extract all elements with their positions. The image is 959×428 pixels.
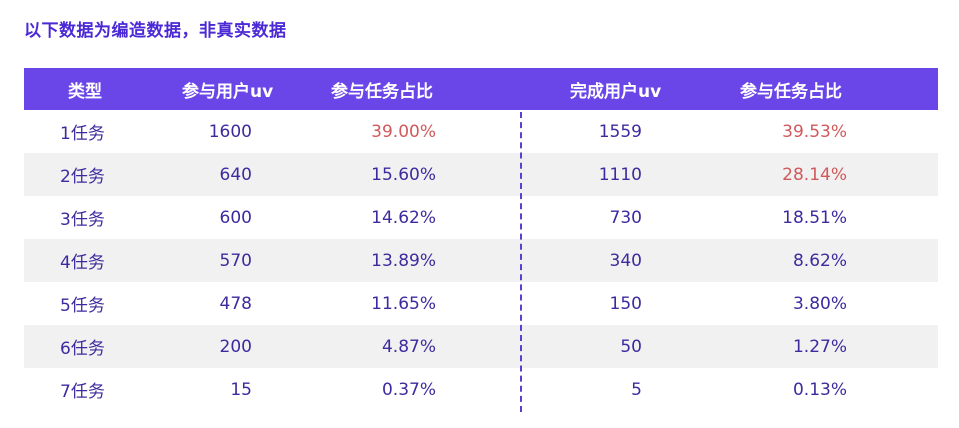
row-participate-uv: 570 <box>219 250 252 271</box>
table-row: 7任务 15 0.37% 5 0.13% <box>24 368 938 411</box>
task-stats-table: 类型 参与用户uv 参与任务占比 完成用户uv 参与任务占比 1任务 1600 … <box>24 68 938 412</box>
row-type: 4任务 <box>60 253 105 273</box>
row-participate-uv: 600 <box>219 207 252 228</box>
row-participate-pct: 39.00% <box>371 121 436 142</box>
row-type: 3任务 <box>60 210 105 230</box>
header-complete-pct: 参与任务占比 <box>740 81 842 102</box>
row-type: 5任务 <box>60 296 105 316</box>
row-participate-uv: 478 <box>219 293 252 314</box>
row-participate-uv: 1600 <box>208 121 252 142</box>
header-complete-uv: 完成用户uv <box>570 81 662 102</box>
row-participate-uv: 640 <box>219 164 252 185</box>
row-complete-pct: 1.27% <box>792 336 847 357</box>
column-divider <box>520 112 522 412</box>
row-complete-uv: 50 <box>620 336 642 357</box>
row-type: 2任务 <box>60 167 105 187</box>
row-complete-uv: 5 <box>631 379 642 400</box>
table-row: 3任务 600 14.62% 730 18.51% <box>24 196 938 239</box>
row-participate-pct: 11.65% <box>371 293 436 314</box>
row-participate-uv: 200 <box>219 336 252 357</box>
table-row: 4任务 570 13.89% 340 8.62% <box>24 239 938 282</box>
header-participate-uv: 参与用户uv <box>182 81 274 102</box>
row-complete-uv: 730 <box>609 207 642 228</box>
header-type: 类型 <box>68 81 102 102</box>
row-complete-uv: 150 <box>609 293 642 314</box>
row-participate-pct: 0.37% <box>381 379 436 400</box>
row-type: 7任务 <box>60 382 105 402</box>
row-complete-pct: 0.13% <box>792 379 847 400</box>
row-complete-uv: 1559 <box>598 121 642 142</box>
row-complete-pct: 28.14% <box>782 164 847 185</box>
table-row: 6任务 200 4.87% 50 1.27% <box>24 325 938 368</box>
row-participate-pct: 4.87% <box>381 336 436 357</box>
table-row: 5任务 478 11.65% 150 3.80% <box>24 282 938 325</box>
disclaimer-note: 以下数据为编造数据，非真实数据 <box>24 21 287 41</box>
row-complete-uv: 1110 <box>598 164 642 185</box>
row-complete-uv: 340 <box>609 250 642 271</box>
table-header-row: 类型 参与用户uv 参与任务占比 完成用户uv 参与任务占比 <box>24 68 938 110</box>
row-participate-uv: 15 <box>230 379 252 400</box>
row-participate-pct: 13.89% <box>371 250 436 271</box>
row-complete-pct: 3.80% <box>792 293 847 314</box>
row-participate-pct: 15.60% <box>371 164 436 185</box>
table-row: 1任务 1600 39.00% 1559 39.53% <box>24 110 938 153</box>
row-participate-pct: 14.62% <box>371 207 436 228</box>
row-complete-pct: 39.53% <box>782 121 847 142</box>
table-row: 2任务 640 15.60% 1110 28.14% <box>24 153 938 196</box>
row-complete-pct: 18.51% <box>782 207 847 228</box>
header-participate-pct: 参与任务占比 <box>331 81 433 102</box>
row-complete-pct: 8.62% <box>792 250 847 271</box>
row-type: 1任务 <box>60 124 105 144</box>
row-type: 6任务 <box>60 339 105 359</box>
